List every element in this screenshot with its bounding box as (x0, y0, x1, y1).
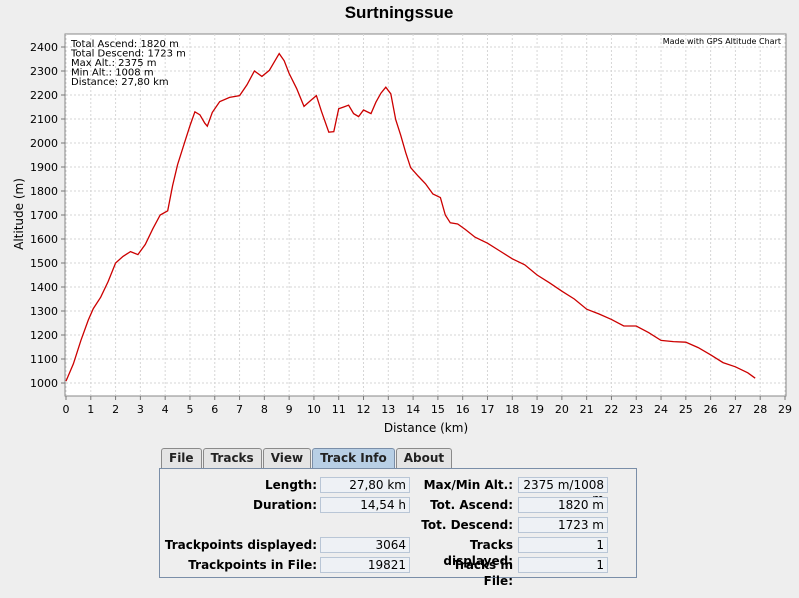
track-info-panel: Length: 27,80 km Max/Min Alt.: 2375 m/10… (159, 468, 637, 588)
duration-value: 14,54 h (320, 497, 410, 513)
altitude-chart: Surtningssue 0 1 2 3 4 5 6 7 8 9 10 11 12 13 14 15 16 17 1… (12, 3, 792, 435)
y-tick-label: 1700 (30, 209, 58, 222)
tab-tracks[interactable]: Tracks (202, 448, 262, 468)
x-tick-label: 2 (112, 403, 119, 416)
x-tick-label: 11 (332, 403, 346, 416)
trackpoints-displayed-label: Trackpoints displayed: (164, 538, 317, 552)
y-tick-label: 1400 (30, 281, 58, 294)
x-tick-label: 16 (456, 403, 470, 416)
y-tick-label: 2000 (30, 137, 58, 150)
x-tick-label: 10 (307, 403, 321, 416)
duration-label: Duration: (253, 498, 317, 512)
y-tick-label: 1200 (30, 329, 58, 342)
grid-lines (65, 34, 786, 395)
tracks-displayed-label: Tracks displayed: (443, 538, 513, 568)
x-tick-label: 20 (555, 403, 569, 416)
stats-line: Max Alt.: 2375 m (71, 58, 157, 69)
x-tick-label: 25 (679, 403, 693, 416)
y-tick-label: 1500 (30, 257, 58, 270)
y-tick-label: 2100 (30, 113, 58, 126)
tot-ascend-label: Tot. Ascend: (430, 498, 513, 512)
altitude-series-line (65, 52, 756, 382)
x-tick-label: 8 (261, 403, 268, 416)
credit-note: Made with GPS Altitude Chart (663, 37, 781, 46)
y-tick-label: 2400 (30, 41, 58, 54)
x-tick-label: 3 (137, 403, 144, 416)
tracks-in-file-label: Tracks in File: (453, 558, 513, 588)
x-tick-label: 18 (505, 403, 519, 416)
x-axis-ticks: 0 1 2 3 4 5 6 7 8 9 10 11 12 13 14 15 16 17 18 19 20 21 22 23 24… (63, 396, 792, 416)
x-tick-label: 26 (704, 403, 718, 416)
x-tick-label: 12 (357, 403, 371, 416)
x-tick-label: 4 (162, 403, 169, 416)
x-tick-label: 17 (480, 403, 494, 416)
x-tick-label: 9 (286, 403, 293, 416)
tracks-in-file-value: 1 (518, 557, 608, 573)
y-axis-label: Altitude (m) (12, 178, 26, 250)
y-tick-label: 1300 (30, 305, 58, 318)
tot-descend-value: 1723 m (518, 517, 608, 533)
x-tick-label: 21 (580, 403, 594, 416)
x-tick-label: 1 (87, 403, 94, 416)
length-label: Length: (265, 478, 317, 492)
y-axis-ticks: 1000 1100 1200 1300 1400 1500 1600 1700 1800 1900… (30, 41, 65, 390)
x-tick-label: 15 (431, 403, 445, 416)
x-tick-label: 7 (236, 403, 243, 416)
x-tick-label: 13 (381, 403, 395, 416)
y-tick-label: 1100 (30, 353, 58, 366)
chart-title: Surtningssue (345, 3, 454, 22)
tab-about[interactable]: About (395, 448, 453, 468)
tab-track-info[interactable]: Track Info (312, 448, 395, 469)
maxmin-alt-label: Max/Min Alt.: (423, 478, 513, 492)
stats-line: Total Descend: 1723 m (70, 49, 186, 60)
stats-line: Total Ascend: 1820 m (70, 39, 179, 50)
trackpoints-in-file-label: Trackpoints in File: (188, 558, 317, 572)
tab-view[interactable]: View (262, 448, 312, 468)
x-tick-label: 22 (604, 403, 618, 416)
tab-bar: File Tracks View Track Info About (161, 448, 453, 469)
x-tick-label: 14 (406, 403, 420, 416)
trackpoints-displayed-value: 3064 (320, 537, 410, 553)
x-tick-label: 23 (629, 403, 643, 416)
x-tick-label: 0 (63, 403, 70, 416)
tab-file[interactable]: File (161, 448, 202, 468)
maxmin-alt-value: 2375 m/1008 m (518, 477, 608, 506)
y-tick-label: 2300 (30, 65, 58, 78)
x-tick-label: 27 (728, 403, 742, 416)
trackpoints-in-file-value: 19821 (320, 557, 410, 573)
stats-line: Min Alt.: 1008 m (71, 68, 154, 79)
stats-line: Distance: 27,80 km (71, 77, 169, 88)
tracks-displayed-value: 1 (518, 537, 608, 553)
x-tick-label: 28 (753, 403, 767, 416)
tot-ascend-value: 1820 m (518, 497, 608, 513)
y-tick-label: 1600 (30, 233, 58, 246)
plot-area (64, 33, 787, 397)
y-tick-label: 2200 (30, 89, 58, 102)
y-tick-label: 1900 (30, 161, 58, 174)
y-tick-label: 1800 (30, 185, 58, 198)
x-tick-label: 24 (654, 403, 668, 416)
tot-descend-label: Tot. Descend: (421, 518, 513, 532)
x-axis-label: Distance (km) (384, 421, 468, 435)
y-tick-label: 1000 (30, 377, 58, 390)
x-tick-label: 5 (186, 403, 193, 416)
x-tick-label: 19 (530, 403, 544, 416)
x-tick-label: 29 (778, 403, 792, 416)
length-value: 27,80 km (320, 477, 410, 493)
x-tick-label: 6 (211, 403, 218, 416)
